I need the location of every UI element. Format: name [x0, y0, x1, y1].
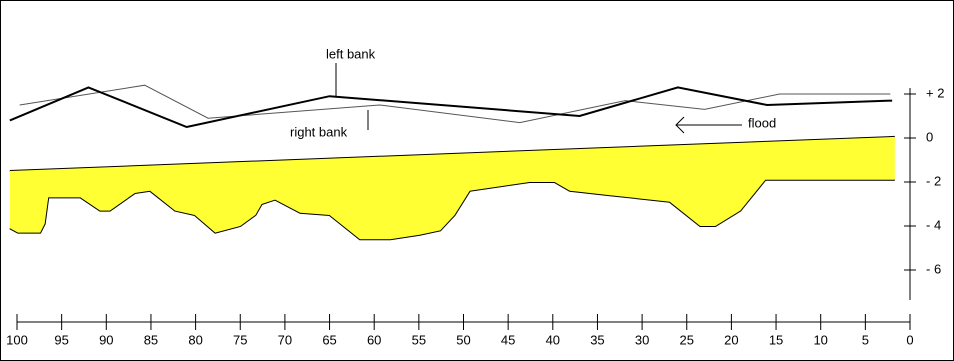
- flood-label: flood: [748, 115, 776, 130]
- left-bank-label: left bank: [326, 46, 376, 61]
- y-tick-label: + 2: [926, 85, 944, 100]
- x-tick-label: 90: [99, 332, 113, 347]
- chart: - 6 - 4 - 2 0 + 2 0 5 10 15 20 25 30 35 40 45 50 55 60 65 7…: [0, 0, 954, 361]
- x-tick-label: 10: [813, 332, 827, 347]
- page: - 6 - 4 - 2 0 + 2 0 5 10 15 20 25 30 35 40 45 50 55 60 65 7…: [0, 0, 954, 361]
- x-tick-label: 70: [278, 332, 292, 347]
- x-tick-label: 100: [6, 332, 28, 347]
- x-tick-label: 60: [367, 332, 381, 347]
- y-tick-label: 0: [926, 129, 933, 144]
- y-tick-label: - 6: [926, 261, 941, 276]
- x-tick-label: 5: [862, 332, 869, 347]
- right-bank-label: right bank: [290, 124, 348, 139]
- x-tick-label: 65: [322, 332, 336, 347]
- y-tick-label: - 2: [926, 173, 941, 188]
- y-tick-label: - 4: [926, 217, 941, 232]
- x-tick-label: 45: [501, 332, 515, 347]
- x-tick-label: 0: [906, 332, 913, 347]
- x-tick-label: 80: [188, 332, 202, 347]
- x-tick-label: 15: [769, 332, 783, 347]
- x-tick-label: 55: [412, 332, 426, 347]
- x-tick-label: 20: [724, 332, 738, 347]
- x-tick-label: 75: [233, 332, 247, 347]
- x-tick-label: 50: [456, 332, 470, 347]
- x-tick-label: 95: [54, 332, 68, 347]
- x-tick-label: 40: [546, 332, 560, 347]
- x-tick-label: 25: [680, 332, 694, 347]
- x-tick-label: 35: [590, 332, 604, 347]
- x-tick-label: 85: [144, 332, 158, 347]
- x-tick-label: 30: [635, 332, 649, 347]
